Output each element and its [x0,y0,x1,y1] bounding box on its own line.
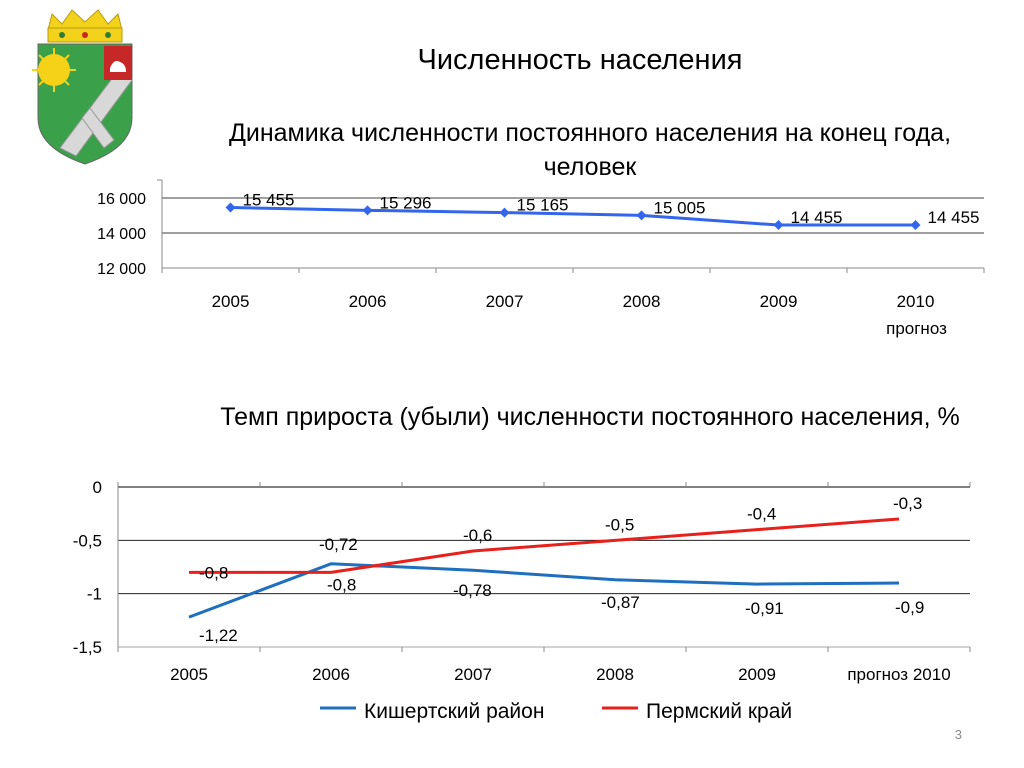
population-line [230,206,916,227]
legend-label: Кишертский район [364,700,544,723]
y-tick-label: -1 [87,585,102,604]
population-data-label: 14 455 [791,208,843,227]
x-tick-label: 2006 [312,665,350,684]
growth-rate-chart-title: Темп прироста (убыли) численности постоя… [220,403,960,431]
district-data-label: -0,87 [601,593,640,612]
x-tick-label: 2005 [170,665,208,684]
population-data-label: 14 455 [928,208,980,227]
region-data-label: -0,8 [327,575,356,594]
y-tick-label: -1,5 [73,638,102,657]
x-tick-label: 2005 [212,292,250,311]
x-tick-label: 2007 [454,665,492,684]
x-tick-label: 2009 [738,665,776,684]
x-tick-label: 2008 [596,665,634,684]
coat-of-arms-emblem [32,9,133,165]
population-chart-title: Динамика численности постоянного населен… [228,119,952,181]
y-tick-label: -0,5 [73,531,102,550]
population-data-label: 15 005 [654,198,706,217]
x-tick-label: прогноз 2010 [847,665,950,684]
region-series-line [189,517,900,574]
region-data-label: -0,4 [747,505,776,524]
x-tick-label: 2008 [623,292,661,311]
population-point [225,202,236,213]
population-point [499,207,510,218]
x-tick-label: 2010 [897,292,935,311]
region-data-label: -0,5 [605,515,634,534]
population-point [362,205,373,216]
population-data-label: 15 296 [380,193,432,212]
population-data-label: 15 455 [243,191,295,210]
region-data-label: -0,6 [463,526,492,545]
y-tick-label: 0 [93,478,102,497]
district-data-label: -0,9 [895,598,924,617]
y-tick-label: 14 000 [97,226,146,243]
y-tick-label: 12 000 [97,261,146,278]
page-title: Численность населения [417,44,743,76]
population-point [773,220,784,231]
district-data-label: -0,78 [453,581,492,600]
x-tick-label: 2006 [349,292,387,311]
district-data-label: -0,91 [745,599,784,618]
x-tick-label: 2009 [760,292,798,311]
population-point [910,220,921,231]
y-tick-label: 16 000 [97,191,146,208]
district-data-label: -0,72 [319,535,358,554]
region-data-label: -0,8 [199,563,228,582]
region-data-label: -0,3 [893,494,922,513]
slide-number: 3 [954,727,962,742]
x-tick-label: 2007 [486,292,524,311]
x-tick-sublabel: прогноз [886,319,947,338]
district-data-label: -1,22 [199,626,238,645]
legend-label: Пермский край [646,700,792,723]
population-point [636,210,647,221]
population-data-label: 15 165 [517,196,569,215]
